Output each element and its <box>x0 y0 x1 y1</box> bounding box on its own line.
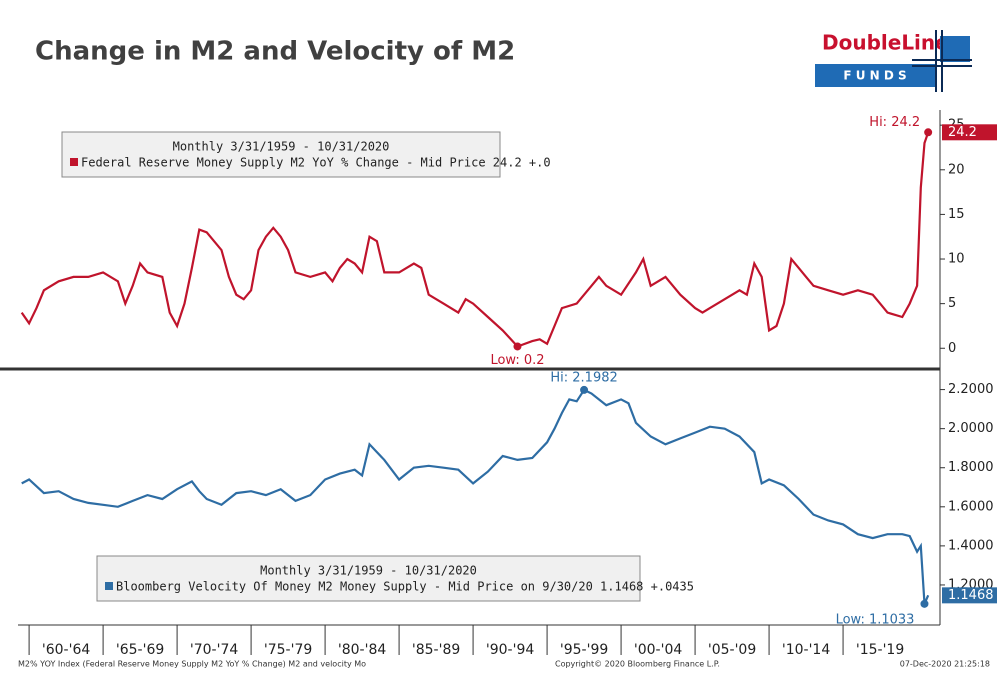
footer-center: Copyright© 2020 Bloomberg Finance L.P. <box>555 660 720 669</box>
legend-swatch <box>105 582 113 590</box>
x-tick-label: '75-'79 <box>264 642 312 658</box>
x-tick-label: '70-'74 <box>190 642 238 658</box>
y-tick-label: 10 <box>948 252 965 267</box>
annotation-dot <box>920 599 929 608</box>
logo-name: DoubleLine <box>822 31 949 55</box>
x-tick-label: '05-'09 <box>708 642 756 658</box>
x-tick-label: '85-'89 <box>412 642 460 658</box>
y-tick-label: 2.0000 <box>948 421 994 436</box>
logo-box <box>815 64 935 87</box>
annotation-dot <box>580 385 589 394</box>
annotation-dot <box>513 342 522 351</box>
y-tick-label: 5 <box>948 296 956 311</box>
x-tick-label: '15-'19 <box>856 642 904 658</box>
annotation: Hi: 2.1982 <box>550 370 617 385</box>
footer-left: M2% YOY Index (Federal Reserve Money Sup… <box>18 660 366 669</box>
x-tick-label: '60-'64 <box>42 642 90 658</box>
x-tick-label: '90-'94 <box>486 642 534 658</box>
y-tick-label: 20 <box>948 162 965 177</box>
footer-right: 07-Dec-2020 21:25:18 <box>900 660 990 669</box>
y-tick-label: 1.6000 <box>948 499 994 514</box>
legend-box <box>96 555 641 602</box>
y-tick-label: 15 <box>948 207 965 222</box>
legend-swatch <box>70 158 78 166</box>
last-value-label: 24.2 <box>948 125 977 140</box>
y-tick-label: 1.4000 <box>948 538 994 553</box>
legend-entry: Federal Reserve Money Supply M2 YoY % Ch… <box>81 156 551 170</box>
y-tick-label: 0 <box>948 341 956 356</box>
last-value-tag <box>942 124 997 141</box>
annotation: Hi: 24.2 <box>869 115 920 130</box>
legend-title: Monthly 3/31/1959 - 10/31/2020 <box>173 140 390 154</box>
annotation-dot <box>924 128 933 137</box>
logo: DoubleLine F U N D S <box>815 30 972 92</box>
legend-entry: Bloomberg Velocity Of Money M2 Money Sup… <box>116 580 694 594</box>
y-tick-label: 2.2000 <box>948 382 994 397</box>
series-line <box>20 131 930 348</box>
logo-tag: F U N D S <box>843 69 906 83</box>
x-tick-label: '65-'69 <box>116 642 164 658</box>
x-tick-label: '80-'84 <box>338 642 386 658</box>
y-tick-label: 1.8000 <box>948 460 994 475</box>
last-value-tag <box>942 587 997 604</box>
x-tick-label: '95-'99 <box>560 642 608 658</box>
x-tick-label: '00-'04 <box>634 642 682 658</box>
legend-title: Monthly 3/31/1959 - 10/31/2020 <box>260 564 477 578</box>
annotation: Low: 1.1033 <box>836 612 915 627</box>
annotation: Low: 0.2 <box>490 353 544 368</box>
legend-box <box>61 131 501 178</box>
series-line <box>21 388 930 605</box>
chart-title: Change in M2 and Velocity of M2 <box>35 37 515 67</box>
x-tick-label: '10-'14 <box>782 642 830 658</box>
logo-square <box>940 36 970 62</box>
last-value-label: 1.1468 <box>948 588 994 603</box>
